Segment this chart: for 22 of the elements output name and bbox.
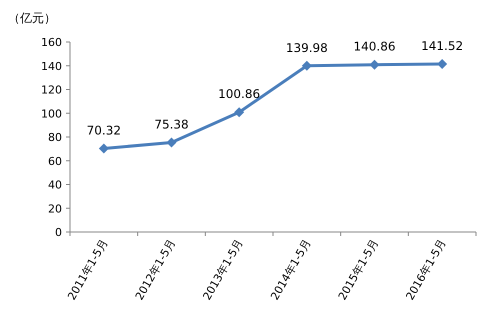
point [98, 143, 109, 154]
point [370, 60, 380, 70]
point [234, 107, 244, 118]
y-tick-label: 40 [48, 178, 62, 192]
y-tick-label: 80 [48, 131, 62, 144]
y-tick-label: 120 [41, 84, 62, 96]
point [166, 137, 176, 148]
data-label: 100.86 [218, 87, 260, 102]
data-label: 140.86 [354, 40, 396, 54]
y-tick-label: 20 [48, 202, 62, 216]
y-axis-title: （亿元） [8, 11, 56, 25]
y-tick-label: 140 [41, 60, 62, 73]
y-tick-label: 0 [55, 226, 62, 239]
point [302, 60, 312, 71]
point [437, 58, 448, 69]
data-label: 70.32 [86, 123, 122, 138]
y-tick-label: 160 [41, 36, 62, 49]
data-label: 139.98 [286, 40, 328, 55]
y-tick-label: 60 [48, 154, 62, 168]
data-label: 75.38 [154, 117, 189, 132]
y-tick-label: 100 [41, 107, 62, 120]
data-label: 141.52 [421, 38, 464, 53]
